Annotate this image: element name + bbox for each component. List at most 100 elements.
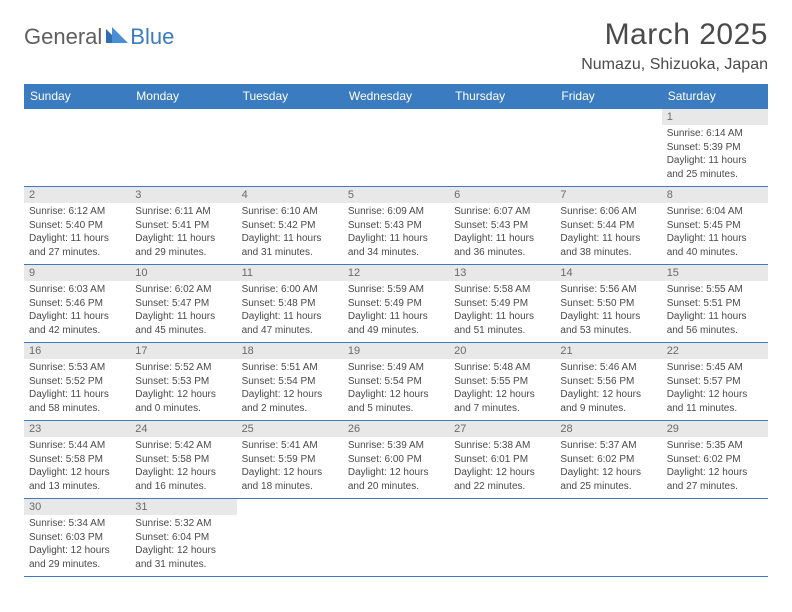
calendar-day-cell: 1Sunrise: 6:14 AMSunset: 5:39 PMDaylight… bbox=[662, 109, 768, 187]
sunset-text: Sunset: 5:43 PM bbox=[348, 219, 444, 233]
sunrise-text: Sunrise: 5:45 AM bbox=[667, 361, 763, 375]
day-number: 12 bbox=[343, 265, 449, 281]
sunrise-text: Sunrise: 6:10 AM bbox=[242, 205, 338, 219]
day-details: Sunrise: 5:34 AMSunset: 6:03 PMDaylight:… bbox=[29, 517, 125, 571]
daylight-text: Daylight: 11 hours and 51 minutes. bbox=[454, 310, 550, 337]
day-header: Sunday bbox=[24, 84, 130, 109]
logo-mark-icon bbox=[106, 27, 128, 48]
sunset-text: Sunset: 5:58 PM bbox=[29, 453, 125, 467]
day-number: 11 bbox=[237, 265, 343, 281]
daylight-text: Daylight: 12 hours and 18 minutes. bbox=[242, 466, 338, 493]
sunrise-text: Sunrise: 6:04 AM bbox=[667, 205, 763, 219]
day-number: 23 bbox=[24, 421, 130, 437]
day-number: 4 bbox=[237, 187, 343, 203]
daylight-text: Daylight: 11 hours and 42 minutes. bbox=[29, 310, 125, 337]
location-text: Numazu, Shizuoka, Japan bbox=[581, 56, 768, 74]
day-header: Tuesday bbox=[237, 84, 343, 109]
day-number: 13 bbox=[449, 265, 555, 281]
sunset-text: Sunset: 5:54 PM bbox=[242, 375, 338, 389]
day-details: Sunrise: 6:09 AMSunset: 5:43 PMDaylight:… bbox=[348, 205, 444, 259]
day-number: 28 bbox=[555, 421, 661, 437]
day-number: 3 bbox=[130, 187, 236, 203]
day-details: Sunrise: 5:59 AMSunset: 5:49 PMDaylight:… bbox=[348, 283, 444, 337]
calendar-day-cell: 13Sunrise: 5:58 AMSunset: 5:49 PMDayligh… bbox=[449, 265, 555, 343]
sunset-text: Sunset: 5:48 PM bbox=[242, 297, 338, 311]
daylight-text: Daylight: 12 hours and 27 minutes. bbox=[667, 466, 763, 493]
sunset-text: Sunset: 5:59 PM bbox=[242, 453, 338, 467]
sunrise-text: Sunrise: 5:48 AM bbox=[454, 361, 550, 375]
calendar-empty-cell bbox=[24, 109, 130, 187]
daylight-text: Daylight: 11 hours and 49 minutes. bbox=[348, 310, 444, 337]
sunrise-text: Sunrise: 6:02 AM bbox=[135, 283, 231, 297]
calendar-day-cell: 31Sunrise: 5:32 AMSunset: 6:04 PMDayligh… bbox=[130, 499, 236, 577]
calendar-day-cell: 5Sunrise: 6:09 AMSunset: 5:43 PMDaylight… bbox=[343, 187, 449, 265]
calendar-day-cell: 8Sunrise: 6:04 AMSunset: 5:45 PMDaylight… bbox=[662, 187, 768, 265]
daylight-text: Daylight: 12 hours and 31 minutes. bbox=[135, 544, 231, 571]
calendar-empty-cell bbox=[449, 499, 555, 577]
day-details: Sunrise: 6:10 AMSunset: 5:42 PMDaylight:… bbox=[242, 205, 338, 259]
sunrise-text: Sunrise: 5:46 AM bbox=[560, 361, 656, 375]
sunset-text: Sunset: 6:01 PM bbox=[454, 453, 550, 467]
sunrise-text: Sunrise: 5:53 AM bbox=[29, 361, 125, 375]
sunset-text: Sunset: 5:52 PM bbox=[29, 375, 125, 389]
daylight-text: Daylight: 11 hours and 38 minutes. bbox=[560, 232, 656, 259]
sunrise-text: Sunrise: 6:07 AM bbox=[454, 205, 550, 219]
day-number: 9 bbox=[24, 265, 130, 281]
sunrise-text: Sunrise: 5:35 AM bbox=[667, 439, 763, 453]
day-details: Sunrise: 6:06 AMSunset: 5:44 PMDaylight:… bbox=[560, 205, 656, 259]
sunset-text: Sunset: 5:45 PM bbox=[667, 219, 763, 233]
day-details: Sunrise: 5:41 AMSunset: 5:59 PMDaylight:… bbox=[242, 439, 338, 493]
day-header: Friday bbox=[555, 84, 661, 109]
calendar-day-cell: 12 Sunrise: 5:59 AMSunset: 5:49 PMDayligh… bbox=[343, 265, 449, 343]
daylight-text: Daylight: 11 hours and 47 minutes. bbox=[242, 310, 338, 337]
calendar-day-cell: 26Sunrise: 5:39 AMSunset: 6:00 PMDayligh… bbox=[343, 421, 449, 499]
daylight-text: Daylight: 11 hours and 27 minutes. bbox=[29, 232, 125, 259]
sunrise-text: Sunrise: 5:52 AM bbox=[135, 361, 231, 375]
day-number: 31 bbox=[130, 499, 236, 515]
sunset-text: Sunset: 5:40 PM bbox=[29, 219, 125, 233]
calendar-empty-cell bbox=[555, 499, 661, 577]
sunset-text: Sunset: 5:42 PM bbox=[242, 219, 338, 233]
header: General Blue March 2025 Numazu, Shizuoka… bbox=[24, 18, 768, 74]
day-number: 10 bbox=[130, 265, 236, 281]
sunrise-text: Sunrise: 6:11 AM bbox=[135, 205, 231, 219]
sunrise-text: Sunrise: 6:06 AM bbox=[560, 205, 656, 219]
day-details: Sunrise: 6:14 AMSunset: 5:39 PMDaylight:… bbox=[667, 127, 763, 181]
day-details: Sunrise: 5:55 AMSunset: 5:51 PMDaylight:… bbox=[667, 283, 763, 337]
sunrise-text: Sunrise: 5:32 AM bbox=[135, 517, 231, 531]
sunset-text: Sunset: 5:41 PM bbox=[135, 219, 231, 233]
day-header: Wednesday bbox=[343, 84, 449, 109]
day-details: Sunrise: 5:49 AMSunset: 5:54 PMDaylight:… bbox=[348, 361, 444, 415]
calendar-day-cell: 28Sunrise: 5:37 AMSunset: 6:02 PMDayligh… bbox=[555, 421, 661, 499]
day-number: 8 bbox=[662, 187, 768, 203]
sunset-text: Sunset: 6:00 PM bbox=[348, 453, 444, 467]
daylight-text: Daylight: 12 hours and 5 minutes. bbox=[348, 388, 444, 415]
daylight-text: Daylight: 12 hours and 13 minutes. bbox=[29, 466, 125, 493]
calendar-week-row: 9Sunrise: 6:03 AMSunset: 5:46 PMDaylight… bbox=[24, 265, 768, 343]
sunrise-text: Sunrise: 5:51 AM bbox=[242, 361, 338, 375]
calendar-day-cell: 7Sunrise: 6:06 AMSunset: 5:44 PMDaylight… bbox=[555, 187, 661, 265]
day-details: Sunrise: 5:52 AMSunset: 5:53 PMDaylight:… bbox=[135, 361, 231, 415]
daylight-text: Daylight: 12 hours and 11 minutes. bbox=[667, 388, 763, 415]
calendar-day-cell: 19Sunrise: 5:49 AMSunset: 5:54 PMDayligh… bbox=[343, 343, 449, 421]
day-details: Sunrise: 6:11 AMSunset: 5:41 PMDaylight:… bbox=[135, 205, 231, 259]
sunrise-text: Sunrise: 5:41 AM bbox=[242, 439, 338, 453]
sunrise-text: Sunrise: 6:00 AM bbox=[242, 283, 338, 297]
sunset-text: Sunset: 5:54 PM bbox=[348, 375, 444, 389]
day-number: 29 bbox=[662, 421, 768, 437]
calendar-day-cell: 3 Sunrise: 6:11 AMSunset: 5:41 PMDaylight… bbox=[130, 187, 236, 265]
day-details: Sunrise: 5:46 AMSunset: 5:56 PMDaylight:… bbox=[560, 361, 656, 415]
calendar-week-row: 23 Sunrise: 5:44 AMSunset: 5:58 PMDayligh… bbox=[24, 421, 768, 499]
sunset-text: Sunset: 5:47 PM bbox=[135, 297, 231, 311]
calendar-day-cell: 20Sunrise: 5:48 AMSunset: 5:55 PMDayligh… bbox=[449, 343, 555, 421]
calendar-day-cell: 25Sunrise: 5:41 AMSunset: 5:59 PMDayligh… bbox=[237, 421, 343, 499]
day-details: Sunrise: 5:48 AMSunset: 5:55 PMDaylight:… bbox=[454, 361, 550, 415]
day-number: 24 bbox=[130, 421, 236, 437]
sunset-text: Sunset: 5:53 PM bbox=[135, 375, 231, 389]
day-number: 15 bbox=[662, 265, 768, 281]
daylight-text: Daylight: 11 hours and 45 minutes. bbox=[135, 310, 231, 337]
daylight-text: Daylight: 11 hours and 29 minutes. bbox=[135, 232, 231, 259]
calendar-day-cell: 22Sunrise: 5:45 AMSunset: 5:57 PMDayligh… bbox=[662, 343, 768, 421]
day-header: Saturday bbox=[662, 84, 768, 109]
day-details: Sunrise: 5:44 AMSunset: 5:58 PMDaylight:… bbox=[29, 439, 125, 493]
